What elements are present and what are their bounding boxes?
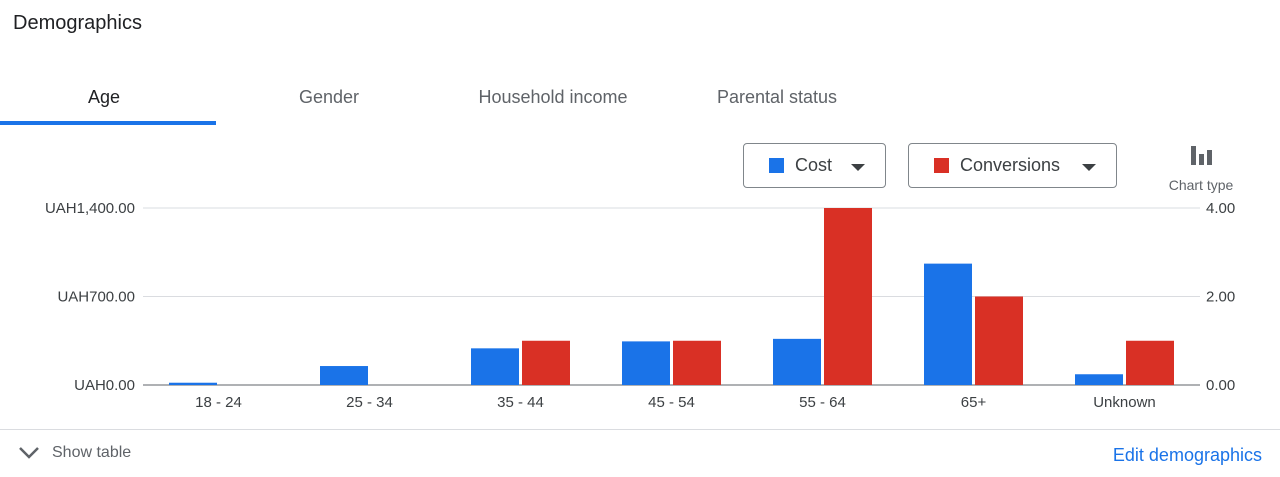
cost-bar-6	[1075, 374, 1123, 385]
cost-bar-5	[924, 263, 972, 385]
bar-chart-icon	[1191, 146, 1212, 165]
conversions-bar-6	[1126, 340, 1174, 385]
cost-bar-0	[169, 382, 217, 385]
x-tick-label: 55 - 64	[799, 394, 846, 411]
cost-bar-2	[471, 348, 519, 385]
tab-age[interactable]: Age	[87, 86, 121, 107]
cost-color-swatch	[769, 158, 784, 173]
demographics-tabs: Age Gender Household income Parental sta…	[0, 68, 1280, 126]
x-tick-label: 45 - 54	[648, 394, 695, 411]
y-left-tick-label: UAH1,400.00	[45, 200, 135, 217]
y-right-tick-label: 2.00	[1206, 289, 1235, 306]
tab-household-income[interactable]: Household income	[478, 86, 628, 107]
chevron-down-icon	[1082, 164, 1096, 171]
conversions-bar-3	[673, 340, 721, 385]
conversions-bar-4	[824, 208, 872, 385]
demographics-bar-chart: UAH0.00 0.00 UAH700.00 2.00 UAH1,400.00 4.00 1…	[45, 200, 1235, 411]
show-table-toggle[interactable]: Show table	[18, 444, 131, 462]
primary-metric-label: Cost	[795, 155, 833, 175]
conversions-bar-5	[975, 296, 1023, 385]
x-tick-label: 18 - 24	[195, 394, 242, 411]
secondary-metric-label: Conversions	[960, 155, 1061, 175]
chevron-down-icon	[851, 164, 865, 171]
chart-type-label: Chart type	[1168, 177, 1234, 193]
show-table-label: Show table	[52, 444, 132, 461]
card-title: Demographics	[13, 12, 142, 34]
x-tick-label: Unknown	[1093, 394, 1156, 411]
y-right-tick-label: 4.00	[1206, 200, 1235, 217]
cost-bar-4	[773, 338, 821, 385]
chart-type-button[interactable]: Chart type	[1160, 142, 1242, 193]
tab-parental-status[interactable]: Parental status	[716, 86, 838, 107]
primary-metric-dropdown[interactable]: Cost	[743, 143, 886, 188]
cost-bar-3	[622, 341, 670, 385]
conversions-color-swatch	[934, 158, 949, 173]
x-tick-label: 65+	[961, 394, 987, 411]
edit-demographics-link[interactable]: Edit demographics	[1112, 445, 1262, 465]
secondary-metric-dropdown[interactable]: Conversions	[908, 143, 1117, 188]
footer-divider	[0, 429, 1280, 430]
x-tick-label: 35 - 44	[497, 394, 544, 411]
chevron-down-icon	[19, 447, 39, 459]
y-left-tick-label: UAH700.00	[57, 289, 135, 306]
active-tab-indicator	[0, 121, 216, 125]
y-left-tick-label: UAH0.00	[74, 377, 135, 394]
conversions-bar-2	[522, 340, 570, 385]
x-tick-label: 25 - 34	[346, 394, 393, 411]
cost-bar-1	[320, 366, 368, 385]
y-right-tick-label: 0.00	[1206, 377, 1235, 394]
tab-gender[interactable]: Gender	[298, 86, 360, 107]
